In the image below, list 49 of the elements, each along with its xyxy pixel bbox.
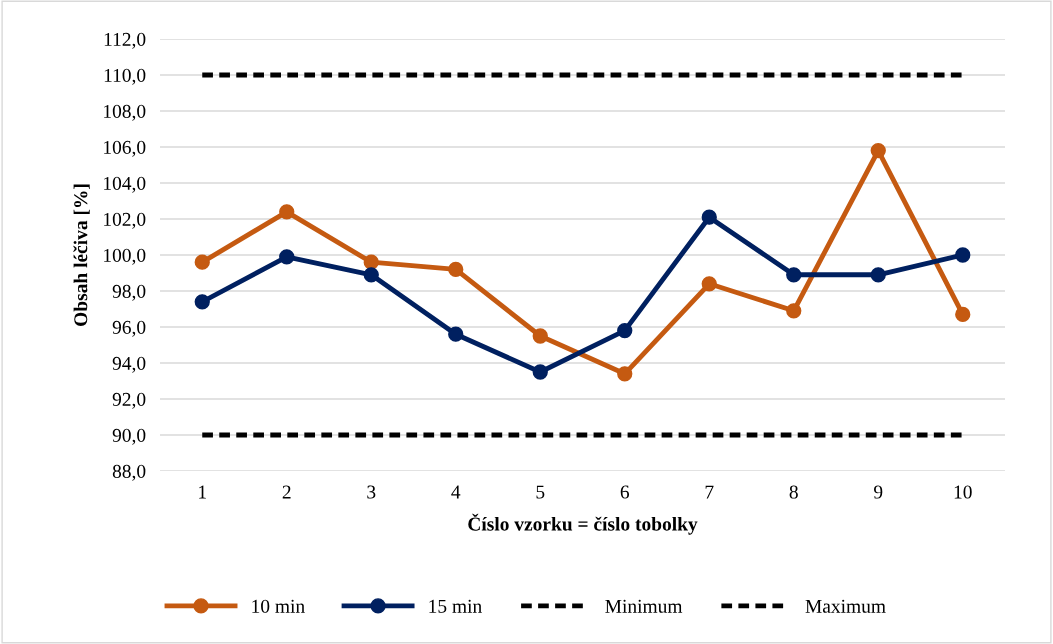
point — [617, 322, 633, 339]
x-tick-label: 4 — [451, 485, 461, 499]
y-tick-label: 98,0 — [112, 284, 146, 301]
x-axis-title: Číslo vzorku = číslo tobolky — [468, 513, 698, 535]
point — [701, 209, 717, 225]
x-tick-label: 3 — [367, 485, 376, 499]
y-tick-label: 106,0 — [104, 140, 146, 157]
point — [363, 254, 379, 270]
x-tick-label: 1 — [199, 485, 206, 499]
point — [870, 267, 886, 283]
point — [701, 276, 717, 292]
y-tick-label: 102,0 — [104, 212, 146, 229]
point — [955, 306, 971, 323]
point — [448, 326, 464, 342]
y-tick-label: 100,0 — [104, 248, 146, 265]
point — [279, 204, 295, 220]
y-tick-label: 110,0 — [104, 68, 146, 85]
x-tick-label: 8 — [789, 485, 798, 499]
legend-label: Minimum — [605, 599, 683, 613]
legend-label: Maximum — [805, 599, 886, 613]
point — [532, 364, 548, 380]
y-tick-label: 108,0 — [104, 104, 146, 121]
point — [363, 267, 379, 283]
point — [194, 254, 210, 270]
point — [532, 328, 548, 344]
point — [786, 303, 802, 319]
y-tick-label: 94,0 — [112, 356, 146, 373]
point — [786, 267, 802, 283]
x-tick-label: 7 — [705, 485, 714, 499]
point — [279, 249, 295, 265]
x-tick-label: 9 — [874, 485, 883, 499]
x-tick-label: 10 — [954, 485, 972, 499]
x-tick-label: 5 — [536, 485, 545, 499]
point — [617, 366, 633, 382]
point — [194, 294, 210, 310]
y-tick-label: 90,0 — [112, 428, 146, 445]
y-tick-label: 88,0 — [112, 464, 146, 481]
legend-label: 10 min — [252, 599, 305, 613]
point — [955, 247, 971, 263]
x-tick-label: 2 — [282, 485, 291, 499]
point — [448, 261, 464, 278]
x-tick-label: 6 — [620, 485, 630, 499]
point — [870, 142, 886, 159]
y-tick-label: 104,0 — [104, 176, 146, 193]
y-axis-title: Obsah léčiva [%] — [73, 184, 90, 326]
legend-label: 15 min — [429, 599, 482, 613]
y-tick-label: 96,0 — [112, 320, 146, 337]
y-tick-label: 112,0 — [104, 32, 146, 49]
y-tick-label: 92,0 — [112, 392, 146, 409]
